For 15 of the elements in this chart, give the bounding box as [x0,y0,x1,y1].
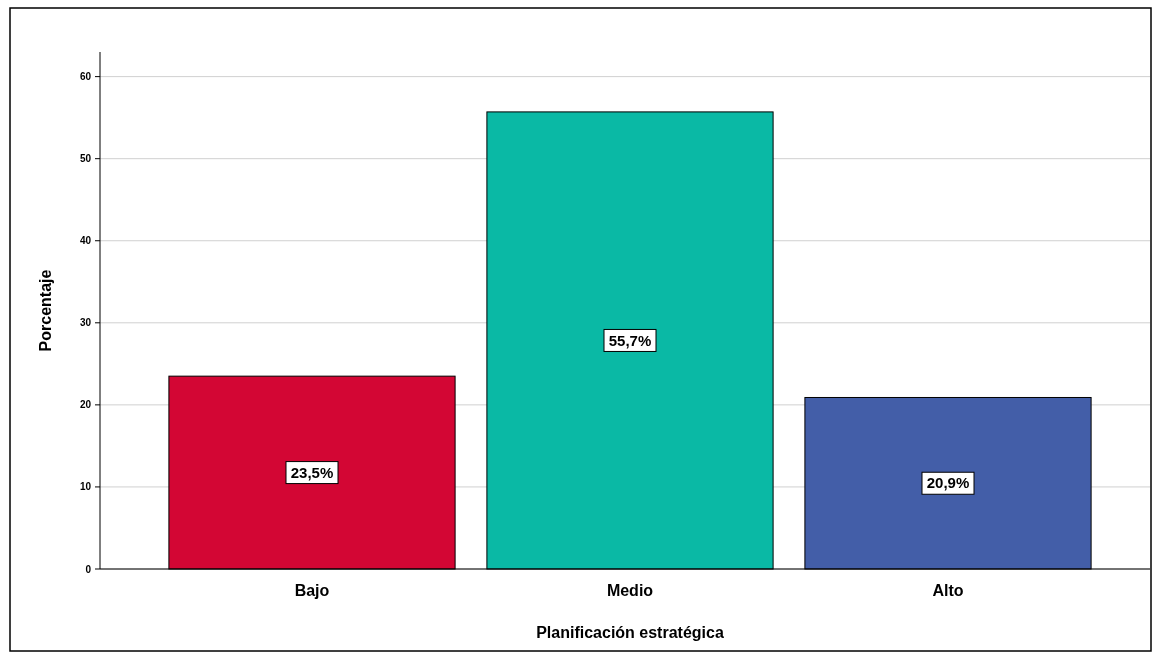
data-label: 55,7% [608,331,652,349]
data-label: 23,5% [290,463,334,481]
y-tick-label: 10 [79,481,92,493]
x-tick-label: Medio [606,582,654,599]
y-tick-label: 40 [79,235,92,247]
y-tick-label: 30 [79,317,92,329]
y-tick-label: 50 [79,153,92,165]
y-tick-label: 60 [79,71,92,83]
data-label: 20,9% [926,474,970,492]
y-axis-title: Porcentaje [37,269,54,352]
x-tick-label: Bajo [294,582,330,599]
x-tick-label: Alto [932,582,964,599]
y-tick-label: 20 [79,399,92,411]
x-axis-title: Planificación estratégica [536,624,724,641]
y-tick-label: 0 [85,563,92,575]
